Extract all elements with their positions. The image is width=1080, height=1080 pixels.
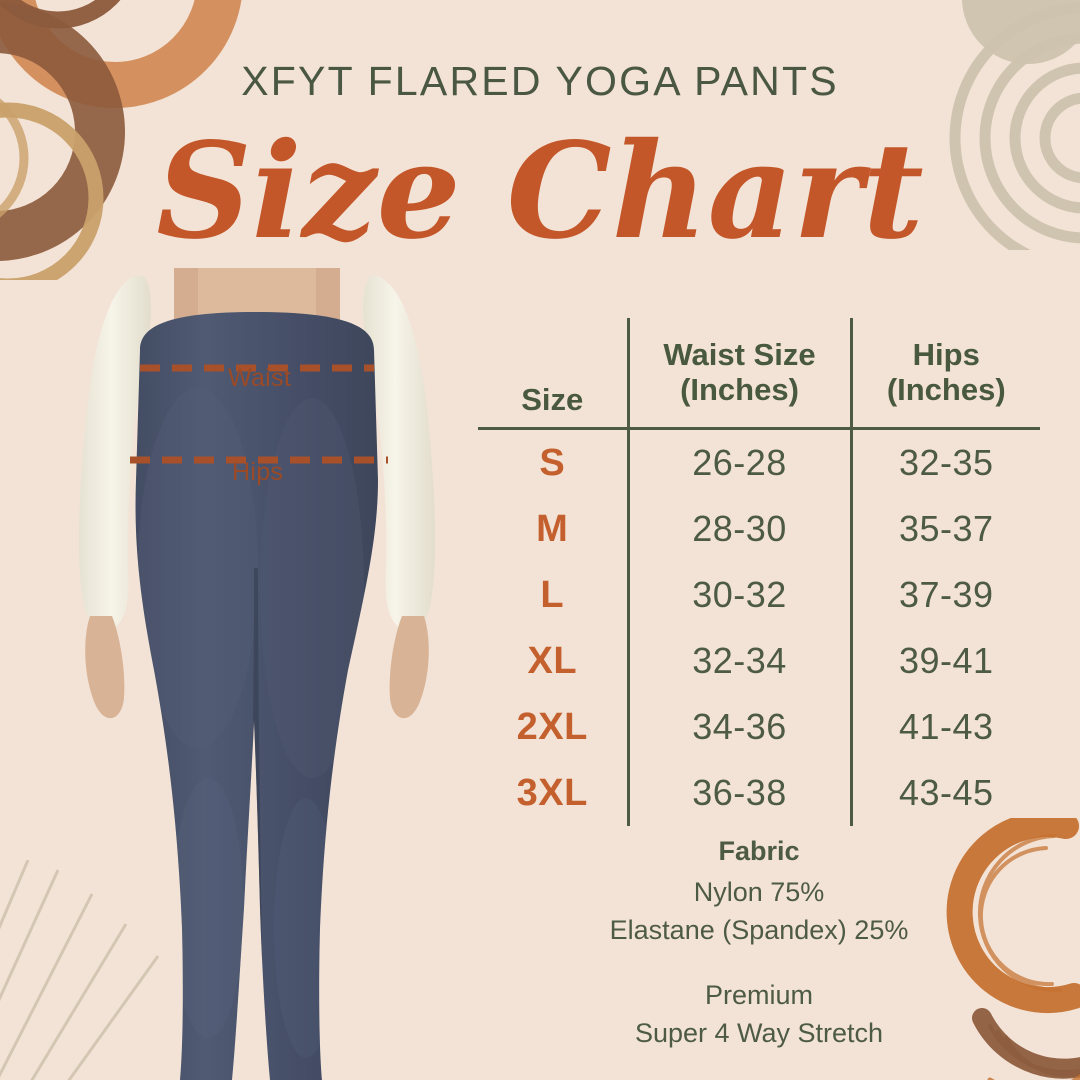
model-photo <box>48 268 468 1080</box>
fabric-composition-line: Nylon 75% <box>693 877 825 907</box>
fabric-heading: Fabric <box>718 836 800 866</box>
cell-hips: 37-39 <box>849 562 1040 628</box>
cell-size: XL <box>527 639 578 682</box>
table-row: 3XL 36-38 43-45 <box>478 760 1040 826</box>
cell-hips: 32-35 <box>849 428 1040 496</box>
cell-size: L <box>540 573 565 616</box>
cell-hips: 35-37 <box>849 496 1040 562</box>
cell-hips: 43-45 <box>849 760 1040 826</box>
cell-waist: 30-32 <box>626 562 851 628</box>
fabric-quality-line: Super 4 Way Stretch <box>634 1017 884 1048</box>
fabric-info: Fabric Nylon 75% Elastane (Spandex) 25% … <box>478 836 1040 1052</box>
hips-label: Hips <box>232 458 284 486</box>
cell-waist: 28-30 <box>626 496 851 562</box>
waist-label: Waist <box>228 364 292 392</box>
page-title: XFYT FLARED YOGA PANTS <box>241 58 839 104</box>
cell-waist: 34-36 <box>626 694 851 760</box>
column-header-hips-line2: (Inches) <box>886 371 1006 407</box>
column-header-hips: Hips (Inches) <box>849 318 1040 430</box>
cell-waist: 32-34 <box>626 628 851 694</box>
size-chart-table: Size Waist Size (Inches) Hips (Inches) S… <box>478 318 1040 826</box>
column-header-waist: Waist Size (Inches) <box>626 318 851 430</box>
fabric-composition-line: Elastane (Spandex) 25% <box>609 915 909 946</box>
script-heading: Size Chart <box>0 114 1080 280</box>
column-header-waist-line2: (Inches) <box>680 371 799 407</box>
script-heading-text: Size Chart <box>156 114 923 269</box>
column-header-waist-line1: Waist Size <box>663 336 816 372</box>
fabric-quality: Premium Super 4 Way Stretch <box>478 976 1040 1053</box>
table-row: L 30-32 37-39 <box>478 562 1040 628</box>
cell-size: 2XL <box>516 705 588 748</box>
cell-waist: 36-38 <box>626 760 851 826</box>
cell-waist: 26-28 <box>626 428 851 496</box>
table-row: M 28-30 35-37 <box>478 496 1040 562</box>
column-header-size: Size <box>478 318 628 430</box>
table-row: S 26-28 32-35 <box>478 428 1040 496</box>
table-row: XL 32-34 39-41 <box>478 628 1040 694</box>
table-header-row: Size Waist Size (Inches) Hips (Inches) <box>478 318 1040 430</box>
cell-size: 3XL <box>516 771 588 814</box>
cell-hips: 39-41 <box>849 628 1040 694</box>
table-row: 2XL 34-36 41-43 <box>478 694 1040 760</box>
cell-hips: 41-43 <box>849 694 1040 760</box>
cell-size: S <box>539 441 566 484</box>
cell-size: M <box>536 507 569 550</box>
fabric-quality-line: Premium <box>704 979 813 1010</box>
column-header-hips-line1: Hips <box>912 336 980 372</box>
